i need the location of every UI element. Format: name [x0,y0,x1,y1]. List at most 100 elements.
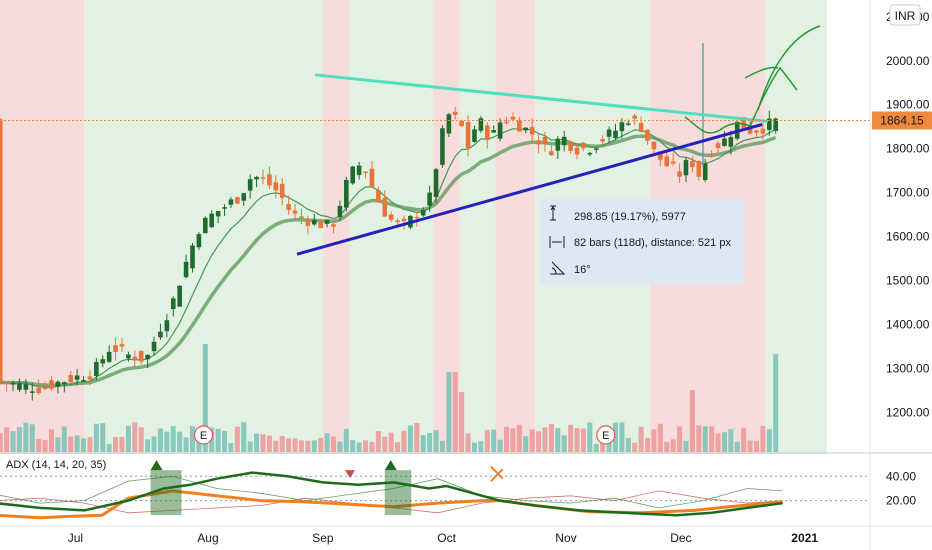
volume-bar-2 [10,431,16,452]
candle-body-7 [42,387,48,389]
candle-body-25 [158,331,163,338]
volume-bar-23 [145,439,151,452]
candle-body-32 [203,217,208,234]
candle-body-93 [593,148,599,150]
candle-body-27 [170,298,176,310]
volume-bar-0 [0,432,3,452]
volume-bar-116 [741,427,747,452]
candle-body-4 [23,383,29,390]
volume-bar-110 [702,426,708,452]
volume-bar-4 [23,422,29,452]
current-price-label: 1864.15 [880,113,924,127]
candle-body-107 [683,160,689,176]
candle-body-67 [427,192,432,206]
candle-body-76 [485,125,490,140]
candle-body-88 [561,136,567,146]
candle-body-87 [555,138,561,151]
volume-bar-72 [459,392,465,452]
candle-body-46 [292,210,298,214]
candle-body-81 [517,121,522,132]
candle-body-106 [677,171,682,177]
volume-bar-19 [119,437,125,452]
candle-body-39 [247,179,253,191]
candle-body-73 [465,122,471,149]
candle-body-95 [606,129,612,137]
candle-body-69 [440,128,445,165]
volume-bar-106 [677,426,683,452]
candle-body-101 [645,129,650,141]
volume-bar-26 [164,431,170,452]
volume-bar-53 [337,441,343,452]
y-tick-label-6: 1800.00 [886,142,930,156]
volume-bar-48 [305,440,311,452]
volume-bar-57 [363,440,369,452]
candle-body-33 [209,213,215,228]
volume-bar-68 [433,430,439,452]
volume-bar-28 [177,431,183,452]
candle-body-50 [318,221,323,229]
candle-body-16 [100,359,106,364]
candle-body-79 [504,121,509,124]
volume-bar-99 [632,442,638,452]
candle-body-20 [126,354,131,359]
y-tick-label-4: 1600.00 [886,230,930,244]
candle-body-3 [17,383,22,390]
volume-bar-29 [183,437,189,452]
volume-bar-24 [151,436,157,452]
volume-bar-82 [523,436,529,452]
volume-bar-43 [273,440,279,452]
volume-bar-20 [125,425,131,452]
volume-bar-39 [247,441,253,452]
candle-body-104 [664,156,670,167]
volume-bar-49 [311,440,317,452]
vertical-range-icon [550,205,556,221]
volume-bar-113 [721,432,727,452]
price-axis-panel [870,0,932,550]
candle-body-52 [331,224,336,227]
y-tick-label-2: 1400.00 [886,318,930,332]
candle-body-41 [260,177,266,179]
candle-body-109 [696,161,702,177]
currency-badge [889,4,921,26]
volume-bar-87 [555,428,561,452]
x-tick-label-1: Aug [197,531,218,545]
measure-price-range: 298.85 (19.17%), 5977 [574,211,686,223]
candle-body-98 [626,123,631,125]
candle-body-57 [363,171,368,174]
support-trendline [296,123,763,256]
volume-bar-50 [318,437,324,452]
volume-bar-30 [189,426,195,452]
measure-bars-range: 82 bars (118d), distance: 521 px [574,237,731,249]
candle-body-83 [529,127,535,135]
volume-bar-115 [734,441,740,452]
volume-bar-94 [600,441,606,452]
candle-body-23 [145,354,150,360]
volume-bar-7 [42,440,48,452]
candle-body-75 [478,118,484,131]
candle-body-80 [510,116,516,120]
adx-signal-fill-1 [384,470,412,515]
candle-body-44 [279,183,285,198]
volume-bar-3 [16,427,22,452]
candle-body-42 [267,174,272,186]
volume-bar-14 [87,437,93,452]
volume-bar-97 [619,422,625,452]
candle-body-59 [376,190,381,203]
volume-bar-18 [113,437,119,452]
volume-bar-80 [510,428,516,452]
candle-body-26 [164,320,170,332]
candle-body-102 [651,141,657,150]
candle-body-22 [138,350,144,362]
volume-bar-6 [36,438,42,452]
projection-path [684,25,821,134]
candle-body-60 [382,198,388,217]
candle-body-31 [196,234,202,248]
candle-body-84 [536,140,541,145]
candle-body-48 [305,219,311,226]
x-tick-label-2: Sep [312,531,334,545]
volume-bar-88 [561,435,567,452]
measure-angle: 16° [574,264,591,276]
volume-bar-105 [670,439,676,452]
candle-body-36 [228,199,234,205]
